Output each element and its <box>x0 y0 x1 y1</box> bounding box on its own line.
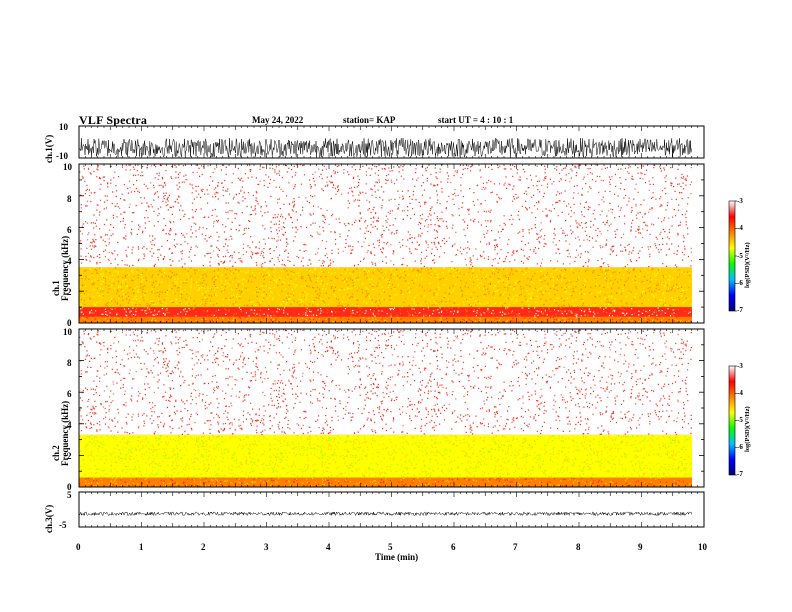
speckle-b <box>79 267 692 308</box>
cb2-tick-m3: -3 <box>737 362 743 370</box>
xtick-0: 0 <box>76 542 81 552</box>
xtick-3: 3 <box>264 542 269 552</box>
xtick-2: 2 <box>201 542 206 552</box>
spectrogram-band-texture <box>79 329 693 436</box>
xtick-4: 4 <box>326 542 331 552</box>
speckle-b <box>79 434 692 478</box>
date-label: May 24, 2022 <box>252 115 304 125</box>
cb2-tick-m4: -4 <box>737 389 743 397</box>
xtick-8: 8 <box>576 542 581 552</box>
spectrogram-band-1 <box>79 307 692 317</box>
speckle-a <box>79 477 689 488</box>
start-time-label: start UT = 4 : 10 : 1 <box>438 115 514 125</box>
spectrogram-band-0 <box>79 477 692 487</box>
colorbar-1 <box>728 365 736 476</box>
waveform-trace-0 <box>78 137 692 159</box>
ch3-wave-ytick-5: 5 <box>67 490 72 500</box>
spectrogram-band-0 <box>79 316 692 323</box>
waveform-frame <box>78 491 705 528</box>
xtick-6: 6 <box>451 542 456 552</box>
cb1-tick-m5: -5 <box>737 252 743 260</box>
cb1-tick-m7: -7 <box>737 306 743 314</box>
waveform-trace-3 <box>78 511 692 517</box>
ch1-wave-ytick-top: 10 <box>59 122 68 132</box>
ch1-spec-ytick-10: 10 <box>63 162 72 172</box>
speckle-b <box>81 316 690 324</box>
cb2-tick-m5: -5 <box>737 416 743 424</box>
speckle-a <box>80 267 691 308</box>
ch2-spec-ytick-10: 10 <box>63 327 72 337</box>
spectrogram-band-texture <box>79 267 692 308</box>
spectrogram-band-texture <box>79 477 690 488</box>
speckle-a <box>79 435 692 478</box>
spectrogram-band-texture <box>79 164 693 268</box>
spectrogram-band-1 <box>79 434 692 478</box>
cb2-tick-m6: -6 <box>737 443 743 451</box>
ch1-wave-ytick-bottom: -10 <box>56 151 68 161</box>
ch2-spec-ytick-0: 0 <box>67 482 72 492</box>
figure-title: VLF Spectra <box>79 113 148 127</box>
cb1-tick-m4: -4 <box>737 224 743 232</box>
cb1-label: log(PSD)(V²/Hz) <box>744 242 751 288</box>
ch2-spec-ytick-8: 8 <box>67 358 72 368</box>
cb2-tick-m7: -7 <box>737 470 743 478</box>
xtick-1: 1 <box>139 542 144 552</box>
xtick-5: 5 <box>388 542 393 552</box>
xtick-7: 7 <box>513 542 518 552</box>
ch1-spec-ytick-6: 6 <box>67 225 72 235</box>
ch2-spec-ytick-2: 2 <box>67 451 72 461</box>
ch1-waveform-ylabel: ch.1(V) <box>44 134 54 163</box>
ch3-wave-ytick-neg5: -5 <box>59 520 67 530</box>
ch3-waveform-ylabel: ch.3(V) <box>44 504 54 533</box>
ch2-spec-ytick-6: 6 <box>67 389 72 399</box>
station-label: station= KAP <box>343 115 396 125</box>
ch1-spec-ytick-8: 8 <box>67 194 72 204</box>
ch1-spec-ytick-2: 2 <box>67 287 72 297</box>
spectrogram-band-texture <box>79 434 692 478</box>
spectrogram-streaks <box>81 329 690 431</box>
speckle-b <box>79 329 693 436</box>
cb1-tick-m3: -3 <box>737 197 743 205</box>
cb1-tick-m6: -6 <box>737 279 743 287</box>
xaxis-label: Time (min) <box>375 552 419 562</box>
ch1-spec-ytick-4: 4 <box>67 256 72 266</box>
colorbar-0 <box>728 200 736 312</box>
speckle-b <box>79 164 693 268</box>
xtick-9: 9 <box>638 542 643 552</box>
xtick-10: 10 <box>698 542 707 552</box>
cb2-label: log(PSD)(V²/Hz) <box>744 406 751 452</box>
ch2-spec-ytick-4: 4 <box>67 420 72 430</box>
ch1-spec-ytick-0: 0 <box>67 318 72 328</box>
spectrogram-band-texture <box>79 316 691 324</box>
spectrogram-band-2 <box>79 267 692 308</box>
